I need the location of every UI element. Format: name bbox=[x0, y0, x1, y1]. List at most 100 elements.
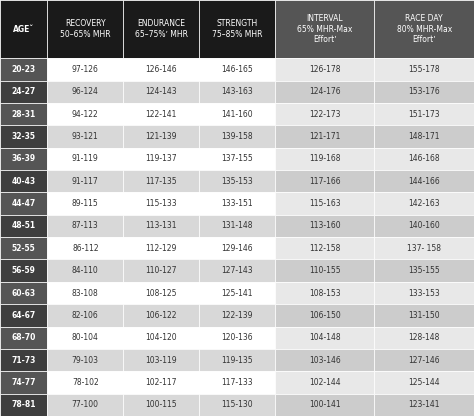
Text: 103-146: 103-146 bbox=[309, 356, 340, 364]
Bar bbox=[275, 170, 374, 192]
Bar bbox=[47, 215, 123, 237]
Text: STRENGTH
75–85% MHR: STRENGTH 75–85% MHR bbox=[212, 20, 262, 39]
Bar bbox=[0, 215, 47, 237]
Text: 121-139: 121-139 bbox=[146, 132, 177, 141]
Text: 133-153: 133-153 bbox=[409, 289, 440, 297]
Text: 20-23: 20-23 bbox=[12, 65, 36, 74]
Bar bbox=[374, 371, 474, 394]
Bar bbox=[275, 260, 374, 282]
Bar bbox=[199, 371, 275, 394]
Bar bbox=[0, 148, 47, 170]
Text: 137- 158: 137- 158 bbox=[407, 244, 441, 253]
Text: 135-155: 135-155 bbox=[409, 266, 440, 275]
Bar bbox=[199, 58, 275, 81]
Text: 79-103: 79-103 bbox=[72, 356, 99, 364]
Bar bbox=[123, 170, 199, 192]
Bar bbox=[275, 148, 374, 170]
Text: 60-63: 60-63 bbox=[12, 289, 36, 297]
Text: 115-133: 115-133 bbox=[146, 199, 177, 208]
Text: 64-67: 64-67 bbox=[11, 311, 36, 320]
Text: 102-117: 102-117 bbox=[146, 378, 177, 387]
Bar bbox=[199, 0, 275, 58]
Text: 86-112: 86-112 bbox=[72, 244, 99, 253]
Text: 110-127: 110-127 bbox=[146, 266, 177, 275]
Bar bbox=[123, 237, 199, 260]
Text: 32-35: 32-35 bbox=[12, 132, 36, 141]
Bar bbox=[47, 349, 123, 371]
Bar bbox=[0, 237, 47, 260]
Text: INTERVAL
65% MHR-Max
Effortʼ: INTERVAL 65% MHR-Max Effortʼ bbox=[297, 14, 352, 44]
Bar bbox=[0, 371, 47, 394]
Text: 127-143: 127-143 bbox=[221, 266, 253, 275]
Text: 97-126: 97-126 bbox=[72, 65, 99, 74]
Bar bbox=[47, 304, 123, 327]
Text: 80-104: 80-104 bbox=[72, 333, 99, 342]
Bar bbox=[0, 327, 47, 349]
Text: 122-139: 122-139 bbox=[221, 311, 253, 320]
Bar bbox=[0, 282, 47, 304]
Bar bbox=[47, 282, 123, 304]
Bar bbox=[47, 260, 123, 282]
Text: 56-59: 56-59 bbox=[12, 266, 36, 275]
Bar bbox=[275, 125, 374, 148]
Text: 106-122: 106-122 bbox=[146, 311, 177, 320]
Text: 119-137: 119-137 bbox=[146, 154, 177, 163]
Bar bbox=[123, 304, 199, 327]
Bar bbox=[199, 170, 275, 192]
Text: 126-178: 126-178 bbox=[309, 65, 340, 74]
Bar bbox=[123, 371, 199, 394]
Text: 44-47: 44-47 bbox=[11, 199, 36, 208]
Text: 78-81: 78-81 bbox=[11, 400, 36, 409]
Bar bbox=[275, 371, 374, 394]
Text: 24-27: 24-27 bbox=[11, 87, 36, 96]
Bar bbox=[123, 58, 199, 81]
Bar bbox=[199, 304, 275, 327]
Bar bbox=[47, 0, 123, 58]
Bar bbox=[47, 327, 123, 349]
Text: 113-131: 113-131 bbox=[146, 221, 177, 230]
Bar bbox=[0, 170, 47, 192]
Text: 123-141: 123-141 bbox=[409, 400, 440, 409]
Text: 36-39: 36-39 bbox=[12, 154, 36, 163]
Bar bbox=[0, 58, 47, 81]
Text: 148-171: 148-171 bbox=[409, 132, 440, 141]
Bar bbox=[123, 260, 199, 282]
Text: 122-141: 122-141 bbox=[146, 110, 177, 119]
Text: 125-144: 125-144 bbox=[409, 378, 440, 387]
Bar bbox=[374, 103, 474, 125]
Text: 87-113: 87-113 bbox=[72, 221, 99, 230]
Text: 117-133: 117-133 bbox=[221, 378, 253, 387]
Text: 71-73: 71-73 bbox=[11, 356, 36, 364]
Bar bbox=[123, 148, 199, 170]
Bar bbox=[374, 349, 474, 371]
Bar bbox=[374, 237, 474, 260]
Text: 141-160: 141-160 bbox=[221, 110, 253, 119]
Bar bbox=[0, 349, 47, 371]
Bar bbox=[199, 81, 275, 103]
Text: 126-146: 126-146 bbox=[146, 65, 177, 74]
Text: 40-43: 40-43 bbox=[12, 177, 36, 186]
Bar bbox=[275, 237, 374, 260]
Text: 28-31: 28-31 bbox=[11, 110, 36, 119]
Bar bbox=[199, 215, 275, 237]
Text: 83-108: 83-108 bbox=[72, 289, 99, 297]
Bar bbox=[47, 371, 123, 394]
Text: 119-135: 119-135 bbox=[221, 356, 253, 364]
Bar bbox=[275, 58, 374, 81]
Text: 119-168: 119-168 bbox=[309, 154, 340, 163]
Bar bbox=[0, 304, 47, 327]
Bar bbox=[123, 0, 199, 58]
Text: 140-160: 140-160 bbox=[409, 221, 440, 230]
Text: 135-153: 135-153 bbox=[221, 177, 253, 186]
Bar bbox=[275, 304, 374, 327]
Text: 68-70: 68-70 bbox=[11, 333, 36, 342]
Bar bbox=[275, 327, 374, 349]
Text: 52-55: 52-55 bbox=[12, 244, 36, 253]
Bar bbox=[199, 125, 275, 148]
Bar bbox=[123, 192, 199, 215]
Text: 143-163: 143-163 bbox=[221, 87, 253, 96]
Bar bbox=[0, 81, 47, 103]
Text: 128-148: 128-148 bbox=[409, 333, 440, 342]
Text: 100-115: 100-115 bbox=[146, 400, 177, 409]
Text: 127-146: 127-146 bbox=[409, 356, 440, 364]
